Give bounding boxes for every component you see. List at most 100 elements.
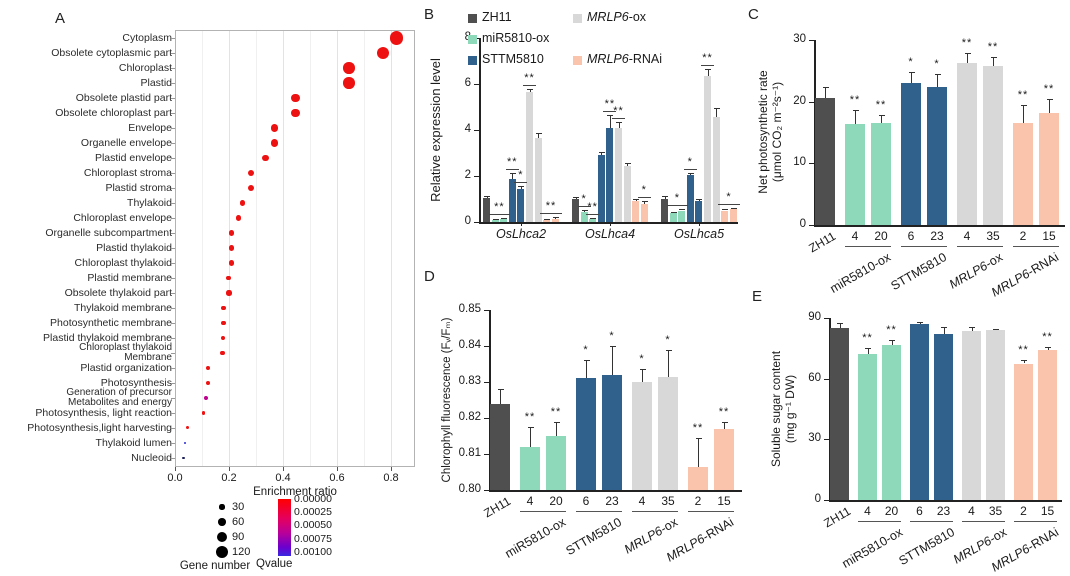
error-bar: [867, 348, 869, 355]
pair-underline: [576, 511, 622, 512]
category-tick: [171, 428, 175, 429]
significance-mark: **: [875, 98, 887, 111]
bar: [910, 324, 929, 500]
x-category-label: 4: [864, 504, 871, 518]
pair-underline: [957, 246, 1003, 247]
error-bar: [967, 52, 968, 63]
x-group-tick: [699, 222, 700, 226]
significance-mark: **: [1017, 88, 1029, 101]
error-bar-cap: [679, 208, 686, 210]
pair-underline: [1014, 521, 1057, 522]
qvalue-colorbar: [278, 499, 291, 556]
x-category-label: 15: [1042, 229, 1056, 243]
bar: [576, 378, 596, 490]
bar: [729, 209, 737, 222]
error-bar-cap: [509, 172, 516, 174]
y-tick-label: 30: [793, 33, 806, 45]
error-bar-cap: [722, 208, 729, 210]
y-tick-label: 90: [808, 311, 821, 323]
gridline: [391, 31, 392, 466]
x-category-label: ZH11: [820, 504, 853, 531]
category-tick: [171, 278, 175, 279]
dot: [343, 62, 355, 74]
error-bar-cap: [713, 108, 720, 110]
category-tick: [171, 413, 175, 414]
error-bar-cap: [696, 199, 703, 201]
bar: [845, 123, 865, 225]
category-tick: [171, 383, 175, 384]
error-bar-cap: [730, 207, 737, 209]
bar: [695, 201, 703, 222]
significance-mark: *: [637, 184, 651, 199]
qvalue-tick-label: 0.00050: [294, 519, 332, 532]
dot: [229, 260, 235, 266]
error-bar: [664, 196, 666, 199]
bar: [712, 117, 720, 222]
x-category-label: 4: [638, 494, 646, 508]
x-category-label: 23: [936, 504, 951, 518]
category-label: Cytoplasm: [122, 32, 172, 44]
category-tick: [171, 263, 175, 264]
bar: [934, 334, 953, 500]
dot: [262, 154, 269, 162]
error-bar: [698, 437, 699, 467]
category-tick: [171, 218, 175, 219]
category-tick: [171, 353, 175, 354]
significance-mark: **: [692, 421, 704, 434]
y-tick-label: 0.81: [458, 447, 481, 459]
y-tick: [484, 310, 489, 311]
significance-mark: *: [934, 57, 940, 70]
panel-c-label: C: [748, 6, 759, 23]
x-group-label: OsLhca5: [673, 227, 725, 241]
y-axis: [829, 318, 831, 500]
error-bar-cap: [609, 346, 616, 347]
qvalue-tick-label: 0.00025: [294, 506, 332, 519]
category-label: Plastid thylakoid: [96, 242, 172, 254]
category-tick: [171, 398, 175, 399]
significance-mark: **: [550, 405, 562, 418]
x-category-label: 4: [851, 229, 859, 243]
x-group-label: OsLhca2: [495, 227, 547, 241]
gene-number-dot: [218, 518, 226, 526]
error-bar-cap: [573, 197, 579, 199]
significance-mark: **: [603, 98, 617, 113]
error-bar-cap: [969, 327, 975, 329]
x-axis-title: Enrichment ratio: [253, 486, 337, 498]
pair-underline: [845, 246, 891, 247]
category-tick: [171, 443, 175, 444]
legend-label: STTM5810: [482, 52, 544, 66]
pair-underline: [688, 511, 734, 512]
category-tick: [171, 158, 175, 159]
significance-mark: **: [961, 36, 973, 49]
error-bar-cap: [1020, 104, 1027, 106]
y-tick: [484, 454, 489, 455]
significance-mark: **: [701, 52, 714, 67]
category-tick: [171, 143, 175, 144]
category-label: Plastid envelope: [94, 152, 172, 164]
gene-number-value: 90: [232, 530, 245, 543]
y-tick-label: 0: [799, 218, 806, 230]
qvalue-caption: Qvalue: [256, 558, 293, 570]
error-bar-cap: [934, 73, 941, 75]
category-label: Chloroplast thylakoid Membrane: [79, 342, 172, 363]
legend-label: miR5810-ox: [482, 31, 550, 45]
dot: [389, 31, 404, 45]
error-bar: [609, 115, 611, 128]
category-label: Plastid: [140, 77, 172, 89]
significance-mark: **: [612, 104, 625, 119]
error-bar-cap: [598, 151, 605, 153]
y-tick: [484, 418, 489, 419]
dot: [229, 245, 235, 251]
error-bar-cap: [535, 133, 542, 135]
bar: [658, 376, 678, 490]
x-category-label: 4: [526, 494, 534, 508]
y-tick: [474, 84, 479, 85]
category-tick: [171, 83, 175, 84]
bar: [520, 446, 540, 490]
significance-mark: **: [1018, 344, 1029, 357]
x-category-label: 23: [605, 494, 619, 508]
gridline: [283, 31, 284, 466]
error-bar-cap: [865, 348, 871, 350]
error-bar: [919, 322, 921, 325]
